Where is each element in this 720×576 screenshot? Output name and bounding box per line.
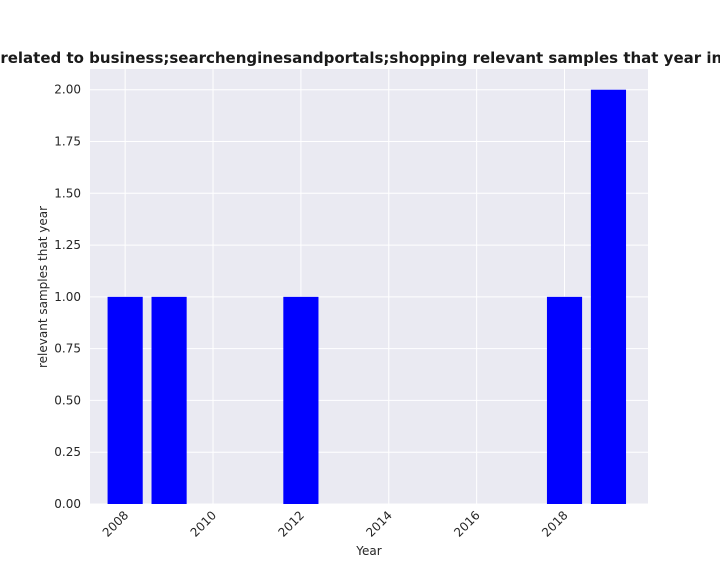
- bar: [283, 296, 319, 504]
- x-tick-label: 2012: [276, 508, 307, 539]
- y-tick-label: 2.00: [54, 83, 81, 97]
- bar: [590, 89, 627, 504]
- y-tick-label: 1.25: [54, 238, 81, 252]
- x-axis-label: Year: [355, 544, 381, 558]
- y-tick-label: 1.00: [54, 290, 81, 304]
- x-tick-label: 2008: [100, 508, 131, 539]
- x-axis-ticks: 2008 2010 2012 2014 2016 2018: [100, 508, 571, 539]
- x-tick-label: 2018: [539, 508, 570, 539]
- chart-title: are related to business;searchenginesand…: [0, 49, 720, 67]
- bars: [107, 89, 627, 504]
- y-tick-label: 0.75: [54, 342, 81, 356]
- y-tick-label: 1.50: [54, 186, 81, 200]
- x-tick-label: 2010: [188, 508, 219, 539]
- y-axis-label: relevant samples that year: [36, 206, 50, 368]
- y-tick-label: 0.25: [54, 445, 81, 459]
- y-tick-label: 0.50: [54, 393, 81, 407]
- bar: [151, 296, 187, 504]
- x-tick-label: 2014: [363, 508, 394, 539]
- y-axis-ticks: 0.00 0.25 0.50 0.75 1.00 1.25 1.50 1.75 2.00: [54, 83, 81, 511]
- y-tick-label: 0.00: [54, 497, 81, 511]
- bar: [546, 296, 583, 504]
- y-tick-label: 1.75: [54, 135, 81, 149]
- bar: [107, 296, 143, 504]
- x-tick-label: 2016: [451, 508, 482, 539]
